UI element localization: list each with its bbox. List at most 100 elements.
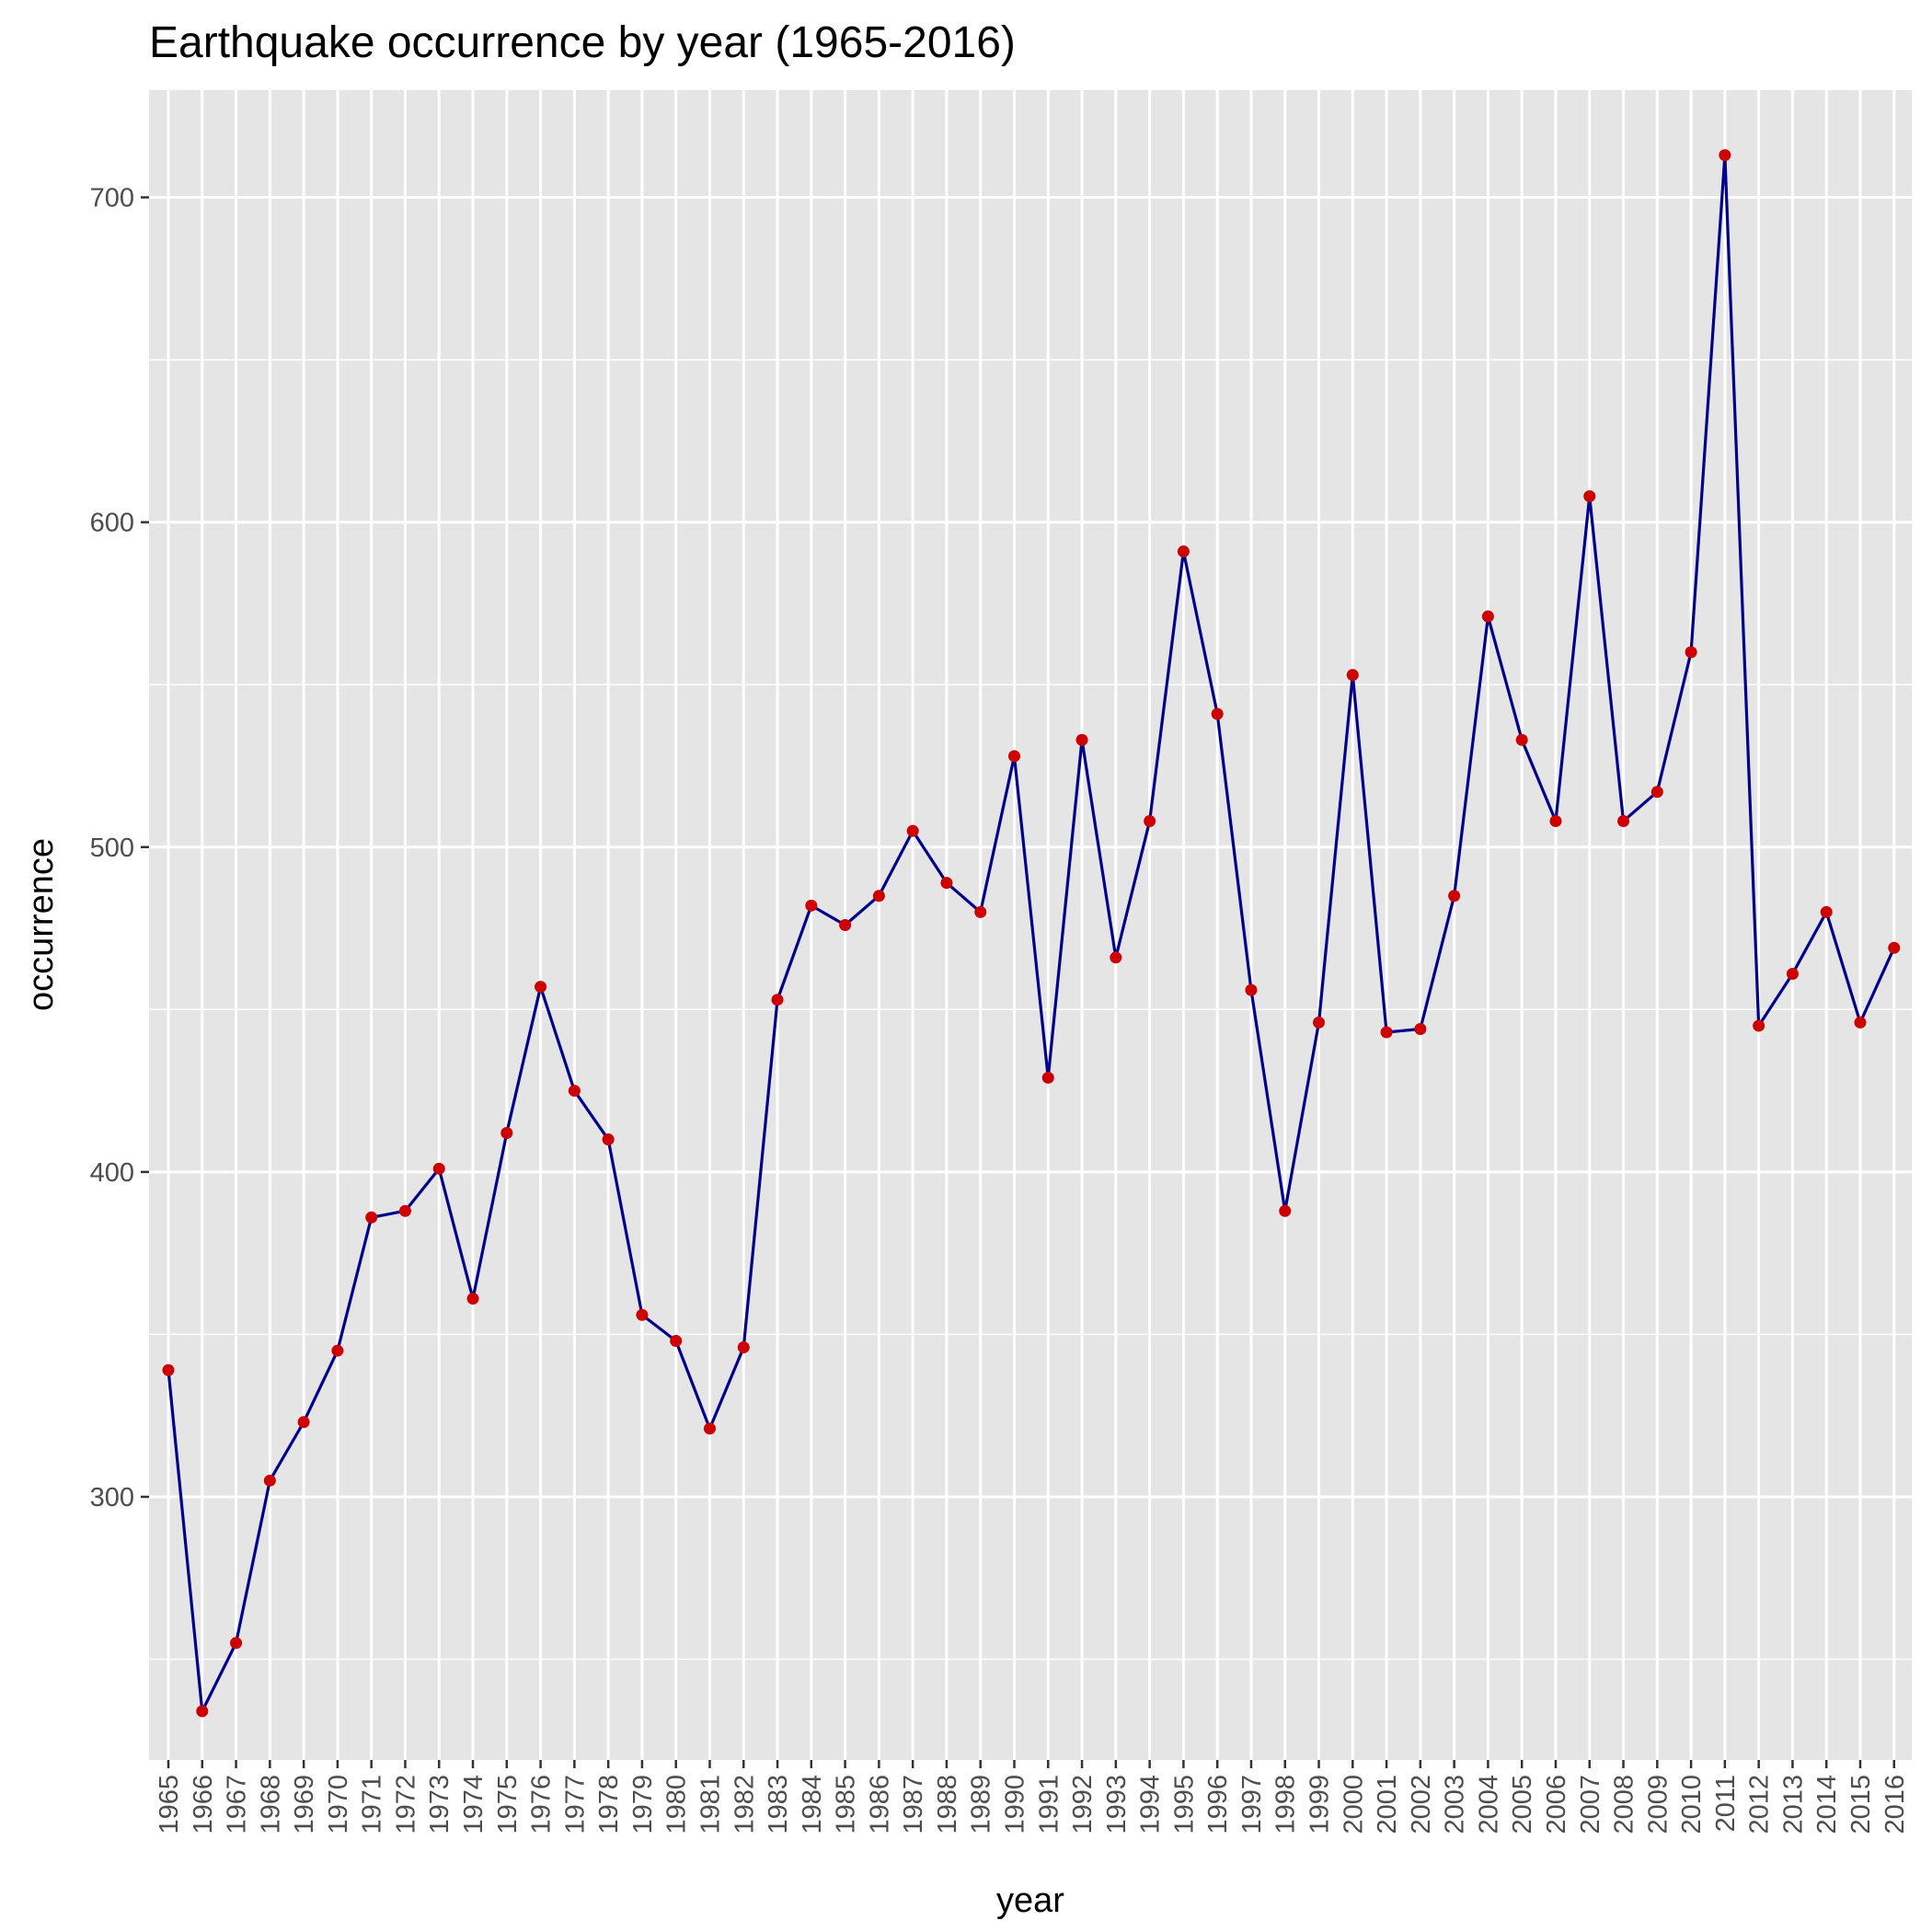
x-tick-label: 1985 (832, 1775, 861, 1834)
x-tick-label: 1968 (256, 1775, 285, 1834)
data-point (1448, 890, 1461, 903)
chart-title: Earthquake occurrence by year (1965-2016… (149, 18, 1016, 67)
y-tick-label: 400 (90, 1158, 134, 1188)
data-point (1650, 786, 1663, 799)
data-point (1008, 750, 1020, 763)
data-point (1854, 1016, 1867, 1029)
data-point (432, 1162, 445, 1175)
x-tick-label: 1986 (865, 1775, 894, 1834)
data-point (1481, 610, 1494, 623)
x-tick-label: 1987 (899, 1775, 928, 1834)
data-point (466, 1293, 479, 1305)
x-tick-label: 1990 (1001, 1775, 1030, 1834)
data-point (1211, 707, 1224, 720)
plot-panel (149, 90, 1912, 1760)
series-line (167, 154, 1896, 1713)
x-tick-label: 1994 (1136, 1775, 1166, 1834)
x-axis: 1965 1966 1967 1968 1969 1970 1971 1972 1973 1974… (155, 1760, 1910, 1834)
data-point (263, 1474, 276, 1487)
x-tick-label: 1982 (730, 1775, 759, 1834)
data-point (331, 1344, 344, 1357)
x-tick-label: 1979 (628, 1775, 658, 1834)
data-point (906, 824, 919, 837)
x-tick-label: 2000 (1339, 1775, 1368, 1834)
data-point (1820, 905, 1833, 918)
x-tick-label: 1992 (1068, 1775, 1098, 1834)
x-tick-label: 2007 (1576, 1775, 1605, 1834)
x-tick-label: 1988 (933, 1775, 962, 1834)
y-tick-label: 700 (90, 184, 134, 213)
data-point (1075, 733, 1088, 746)
data-point (940, 877, 953, 890)
data-point (365, 1211, 378, 1224)
data-point (230, 1637, 243, 1650)
x-tick-label: 1972 (391, 1775, 420, 1834)
y-axis: 300 400 500 600 700 (90, 184, 149, 1512)
data-point (1144, 815, 1156, 828)
x-tick-label: 2001 (1373, 1775, 1402, 1834)
data-point (1414, 1022, 1427, 1035)
x-axis-title: year (996, 1881, 1064, 1920)
x-tick-label: 1980 (662, 1775, 692, 1834)
x-tick-label: 1983 (764, 1775, 793, 1834)
x-tick-label: 1984 (798, 1775, 827, 1834)
data-point (1346, 669, 1359, 682)
data-point (500, 1126, 513, 1139)
data-point (1279, 1204, 1292, 1217)
data-point (872, 890, 885, 903)
data-point (1380, 1026, 1393, 1039)
data-point (703, 1422, 716, 1435)
data-point (1617, 815, 1630, 828)
x-tick-label: 1977 (560, 1775, 590, 1834)
x-tick-label: 1978 (594, 1775, 624, 1834)
y-tick-label: 600 (90, 509, 134, 538)
x-tick-label: 2008 (1610, 1775, 1639, 1834)
x-tick-label: 2006 (1542, 1775, 1571, 1834)
x-tick-label: 1971 (358, 1775, 387, 1834)
x-tick-label: 2016 (1880, 1775, 1910, 1834)
data-point (1110, 951, 1122, 964)
data-line-layer (167, 154, 1896, 1713)
data-point (162, 1363, 175, 1376)
x-tick-label: 1997 (1237, 1775, 1267, 1834)
x-tick-label: 2011 (1711, 1775, 1741, 1832)
data-point (398, 1204, 411, 1217)
x-tick-label: 2005 (1508, 1775, 1537, 1834)
x-tick-label: 1993 (1102, 1775, 1132, 1834)
data-point (1515, 733, 1528, 746)
x-tick-label: 1965 (155, 1775, 184, 1834)
x-tick-label: 2003 (1441, 1775, 1470, 1834)
data-point (602, 1133, 615, 1146)
x-tick-label: 1974 (459, 1775, 489, 1834)
x-tick-label: 1966 (189, 1775, 218, 1834)
data-point (1313, 1016, 1326, 1029)
x-tick-label: 1996 (1203, 1775, 1233, 1834)
data-point (1719, 149, 1731, 162)
x-tick-label: 1976 (527, 1775, 557, 1834)
data-point (1583, 489, 1596, 502)
x-tick-label: 1969 (290, 1775, 319, 1834)
data-point (1245, 983, 1258, 996)
data-point (771, 994, 784, 1006)
x-tick-label: 1981 (696, 1775, 725, 1834)
data-point (1685, 646, 1697, 659)
y-tick-label: 500 (90, 834, 134, 863)
x-tick-label: 2010 (1677, 1775, 1707, 1834)
x-tick-label: 1999 (1305, 1775, 1335, 1834)
grid-minor-lines (149, 359, 1912, 1661)
x-tick-label: 1995 (1169, 1775, 1199, 1834)
x-tick-label: 1998 (1271, 1775, 1301, 1834)
x-tick-label: 1989 (967, 1775, 996, 1834)
data-point (1888, 941, 1901, 954)
data-point (1753, 1019, 1765, 1032)
x-tick-label: 2014 (1812, 1775, 1842, 1834)
x-tick-label: 2002 (1407, 1775, 1436, 1834)
data-point (974, 905, 987, 918)
data-point (535, 981, 547, 994)
data-point (839, 919, 852, 931)
x-tick-label: 2012 (1745, 1775, 1775, 1834)
x-tick-label: 2013 (1778, 1775, 1808, 1834)
data-point (297, 1416, 310, 1429)
data-point (1786, 967, 1799, 980)
